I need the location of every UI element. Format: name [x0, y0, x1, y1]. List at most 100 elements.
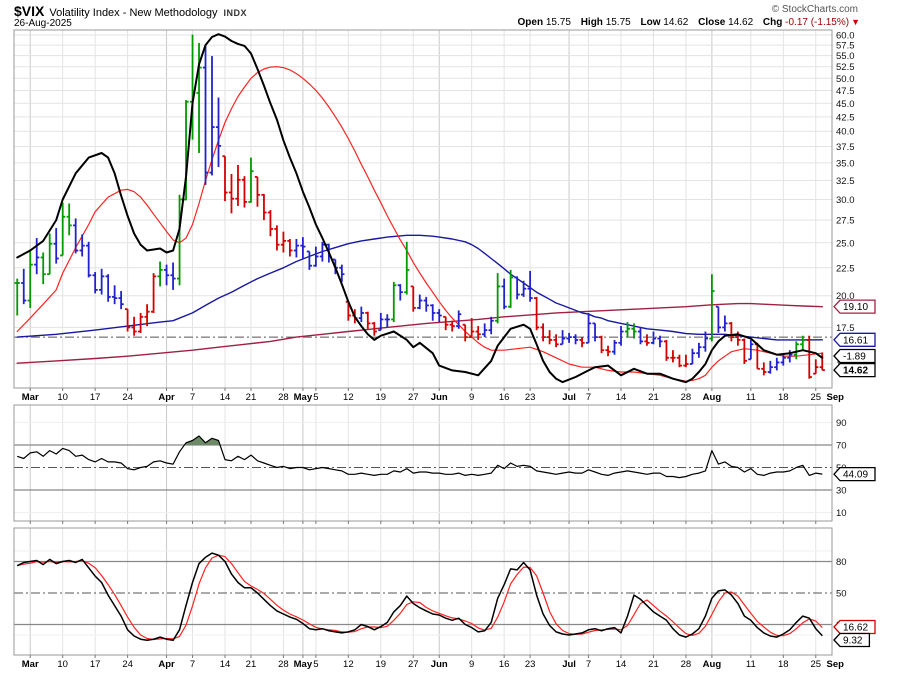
rsi-overbought-fill — [184, 436, 220, 445]
svg-text:5: 5 — [313, 392, 318, 403]
svg-text:Sep: Sep — [827, 659, 845, 670]
svg-text:14: 14 — [616, 392, 627, 403]
svg-text:35.0: 35.0 — [836, 158, 855, 169]
svg-text:10: 10 — [57, 659, 68, 670]
svg-text:12: 12 — [343, 392, 354, 403]
symbol: $VIX — [14, 3, 45, 19]
svg-text:55.0: 55.0 — [836, 51, 855, 62]
low-value: 14.62 — [663, 17, 689, 28]
close-value: 14.62 — [728, 17, 754, 28]
stoch-panel — [14, 550, 832, 642]
svg-text:57.5: 57.5 — [836, 41, 855, 52]
svg-text:21: 21 — [648, 659, 659, 670]
svg-text:16: 16 — [499, 659, 510, 670]
svg-text:Apr: Apr — [158, 392, 175, 403]
ma50-value-label: 16.61 — [833, 332, 876, 347]
svg-text:45.0: 45.0 — [836, 99, 855, 110]
high-label: High — [580, 17, 603, 28]
ma200-value-label: 19.10 — [833, 299, 876, 314]
ma200-line — [16, 302, 823, 364]
svg-text:9: 9 — [469, 659, 474, 670]
svg-text:Aug: Aug — [703, 659, 722, 670]
svg-text:40.0: 40.0 — [836, 127, 855, 138]
svg-text:80: 80 — [836, 557, 847, 568]
svg-text:-1.89: -1.89 — [843, 352, 866, 363]
svg-text:14: 14 — [616, 659, 627, 670]
svg-text:14.62: 14.62 — [843, 366, 868, 377]
svg-text:42.5: 42.5 — [836, 112, 855, 123]
stoch-k-line — [16, 552, 823, 642]
panel-border — [13, 404, 833, 522]
svg-text:14: 14 — [220, 392, 231, 403]
svg-text:12: 12 — [343, 659, 354, 670]
svg-text:20.0: 20.0 — [836, 291, 855, 302]
svg-text:18: 18 — [778, 392, 789, 403]
svg-text:24: 24 — [122, 392, 133, 403]
rsi-value-label: 44.09 — [833, 466, 876, 482]
svg-text:Apr: Apr — [158, 659, 175, 670]
svg-text:18: 18 — [778, 659, 789, 670]
svg-text:60.0: 60.0 — [836, 31, 855, 42]
svg-text:11: 11 — [746, 659, 756, 670]
svg-text:5: 5 — [313, 659, 318, 670]
svg-text:23: 23 — [525, 659, 536, 670]
svg-text:May: May — [294, 392, 313, 403]
chart-header: $VIX Volatility Index - New Methodology IN… — [14, 3, 247, 21]
svg-text:7: 7 — [190, 392, 195, 403]
svg-text:30: 30 — [836, 486, 847, 497]
svg-text:30.0: 30.0 — [836, 195, 855, 206]
chart-date: 26-Aug-2025 — [14, 18, 72, 29]
symbol-name: Volatility Index - New Methodology — [49, 7, 218, 19]
svg-text:Aug: Aug — [703, 392, 722, 403]
svg-text:19: 19 — [376, 659, 387, 670]
svg-text:28: 28 — [278, 659, 289, 670]
price-bars — [14, 34, 825, 379]
x-axis-labels-top: Mar 10 17 24 Apr 7 14 21 28 May 5 12 19 27 Jun 9 16 23 Jul… — [22, 388, 844, 403]
ma50-line — [16, 234, 823, 341]
svg-text:27: 27 — [408, 659, 419, 670]
svg-text:17.5: 17.5 — [836, 323, 855, 334]
black-overlay-line — [16, 33, 824, 384]
chg-label: Chg — [762, 17, 783, 28]
svg-text:17: 17 — [90, 392, 101, 403]
svg-text:50.0: 50.0 — [836, 74, 855, 85]
svg-text:19: 19 — [376, 392, 387, 403]
svg-text:19.10: 19.10 — [843, 302, 868, 313]
chg-value: -0.17 (-1.15%) — [785, 17, 850, 28]
svg-text:Jul: Jul — [562, 392, 576, 403]
svg-text:32.5: 32.5 — [836, 176, 855, 187]
svg-text:7: 7 — [190, 659, 195, 670]
svg-text:11: 11 — [746, 392, 756, 403]
svg-text:50: 50 — [836, 589, 847, 600]
svg-text:10: 10 — [57, 392, 68, 403]
svg-text:47.5: 47.5 — [836, 86, 855, 97]
svg-text:7: 7 — [586, 392, 591, 403]
svg-text:21: 21 — [246, 392, 257, 403]
svg-text:28: 28 — [681, 659, 692, 670]
x-axis-labels-bottom: Mar 10 17 24 Apr 7 14 21 28 May 5 12 19 27 Jun 9 16 23 Jul… — [22, 655, 844, 670]
svg-text:Sep: Sep — [827, 392, 845, 403]
stoch-d-value-label: 16.62 — [833, 619, 876, 635]
rsi-bottom-ticks — [29, 521, 817, 524]
rsi-panel — [14, 422, 832, 513]
stoch-k-value-label: 9.32 — [833, 632, 871, 648]
main-price-axis-labels: 60.057.555.052.550.047.5 45.0 42.5 40.0 37.5… — [836, 31, 855, 371]
svg-text:14: 14 — [220, 659, 231, 670]
rsi-line — [17, 435, 823, 479]
svg-text:90: 90 — [836, 418, 847, 429]
svg-text:21: 21 — [246, 659, 257, 670]
svg-text:27.5: 27.5 — [836, 216, 855, 227]
svg-text:Mar: Mar — [22, 659, 39, 670]
svg-text:22.5: 22.5 — [836, 263, 855, 274]
svg-text:28: 28 — [278, 392, 289, 403]
panel-border — [13, 29, 833, 389]
high-value: 15.75 — [605, 17, 631, 28]
copyright: © StockCharts.com — [771, 4, 858, 15]
change-down-triangle-icon: ▼ — [851, 17, 860, 27]
low-label: Low — [640, 17, 661, 28]
svg-text:16.62: 16.62 — [843, 623, 868, 634]
svg-text:16.61: 16.61 — [843, 335, 868, 346]
svg-text:23: 23 — [525, 392, 536, 403]
